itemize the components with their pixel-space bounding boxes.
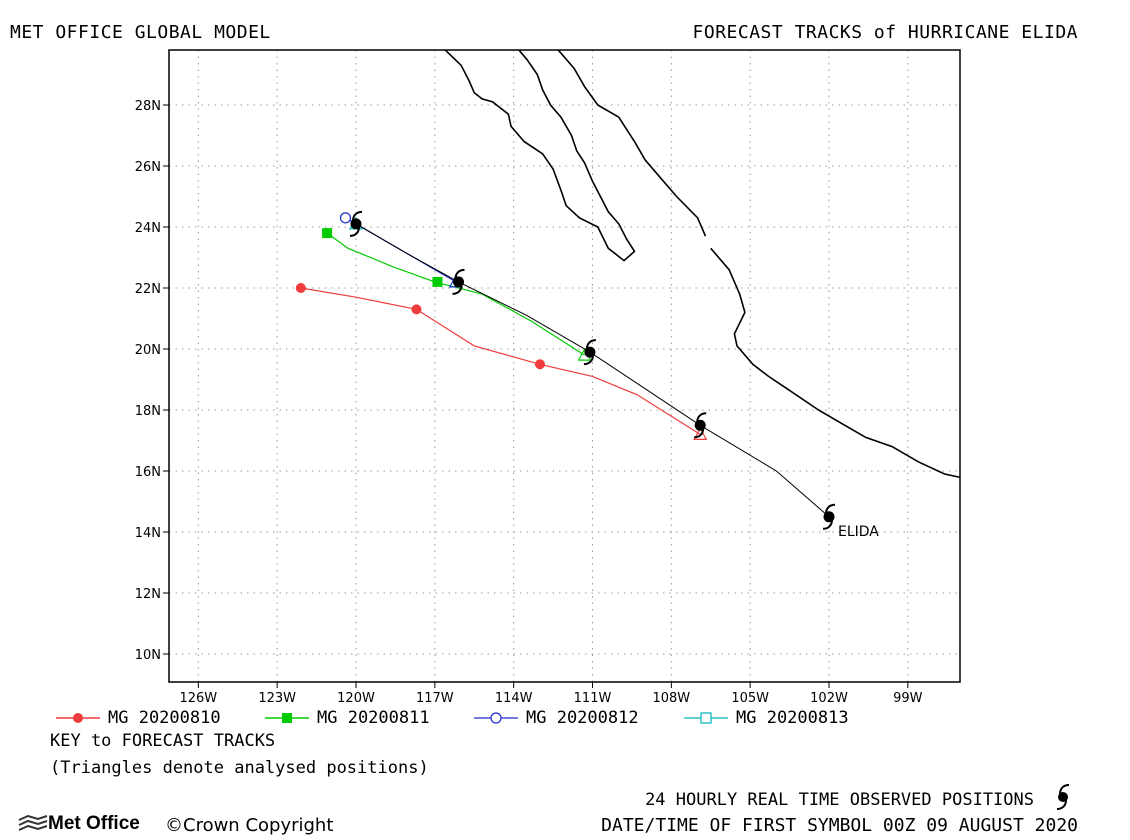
legend-label: MG 20200810 — [108, 708, 221, 728]
legend-swatch-cyan — [684, 712, 728, 724]
legend-item-20200810: MG 20200810 — [56, 708, 221, 728]
forecast-marker — [339, 212, 352, 224]
first-symbol-datetime: DATE/TIME OF FIRST SYMBOL 00Z 09 AUGUST … — [601, 815, 1078, 836]
hurricane-symbol-icon — [822, 503, 836, 530]
legend-swatch-red — [56, 713, 100, 723]
tick-label-lon: 111W — [574, 691, 612, 706]
tick-label-lat: 14N — [135, 526, 161, 541]
forecast-marker — [534, 359, 545, 370]
legend-note: (Triangles denote analysed positions) — [50, 758, 429, 778]
tick-label-lon: 102W — [810, 691, 848, 706]
header-title-right: FORECAST TRACKS of HURRICANE ELIDA — [692, 22, 1078, 43]
legend-key-title: KEY to FORECAST TRACKS — [50, 731, 276, 751]
forecast-marker — [295, 283, 306, 293]
header-title-left: MET OFFICE GLOBAL MODEL — [10, 22, 271, 43]
observed-positions-label: 24 HOURLY REAL TIME OBSERVED POSITIONS — [645, 790, 1034, 810]
analysed-position-triangle — [693, 427, 708, 440]
tick-label-lat: 24N — [135, 221, 161, 236]
observed-track-layer — [349, 210, 836, 530]
forecast-marker — [322, 228, 333, 239]
hurricane-symbol-icon — [583, 339, 596, 366]
tick-label-lon: 120W — [337, 691, 375, 706]
copyright-notice: ©Crown Copyright — [165, 815, 334, 836]
legend-swatch-blue — [474, 712, 518, 724]
coastline — [557, 50, 707, 237]
logo-text: Met Office — [48, 813, 140, 834]
legend-label: MG 20200812 — [526, 708, 639, 728]
tick-label-lat: 22N — [135, 282, 161, 297]
legend-item-20200813: MG 20200813 — [684, 708, 849, 728]
tick-label-lon: 105W — [731, 691, 769, 706]
storm-label: ELIDA — [838, 524, 879, 540]
map-frame — [168, 49, 961, 683]
hurricane-symbol-icon — [694, 412, 707, 439]
coastline-layer — [444, 50, 987, 479]
tick-label-lon: 126W — [179, 691, 217, 706]
tick-label-lat: 26N — [135, 160, 161, 175]
tick-label-lon: 108W — [652, 691, 690, 706]
map-grid — [169, 50, 960, 682]
tick-label-lon: 117W — [416, 691, 454, 706]
tick-label-lat: 10N — [135, 648, 161, 663]
tick-label-lat: 16N — [135, 465, 161, 480]
legend-swatch-green — [265, 713, 309, 723]
coastline — [710, 247, 960, 479]
forecast-tracks-layer — [295, 212, 708, 440]
tick-label-lon: 99W — [893, 691, 923, 706]
tick-label-lon: 123W — [258, 691, 296, 706]
coastline — [963, 111, 987, 318]
hurricane-symbol-icon — [349, 210, 363, 237]
tick-label-lat: 28N — [135, 99, 161, 114]
coastline — [444, 50, 636, 262]
legend-label: MG 20200811 — [317, 708, 430, 728]
tick-label-lon: 114W — [495, 691, 533, 706]
hurricane-symbol-icon — [452, 268, 465, 295]
axis-ticks: 126W 123W 120W 117W 114W 111W 108W 105W 102W 99W 1… — [135, 99, 923, 706]
legend-label: MG 20200813 — [736, 708, 849, 728]
tick-label-lat: 20N — [135, 343, 161, 358]
forecast-marker — [411, 304, 422, 315]
legend-item-20200811: MG 20200811 — [265, 708, 430, 728]
met-office-logo: Met Office — [18, 813, 140, 835]
tick-label-lat: 12N — [135, 587, 161, 602]
hurricane-symbol-icon — [1056, 784, 1070, 810]
forecast-track-line — [300, 287, 701, 435]
legend-item-20200812: MG 20200812 — [474, 708, 639, 728]
forecast-marker — [432, 276, 443, 287]
tick-label-lat: 18N — [135, 404, 161, 419]
met-office-wave-icon — [18, 815, 48, 831]
